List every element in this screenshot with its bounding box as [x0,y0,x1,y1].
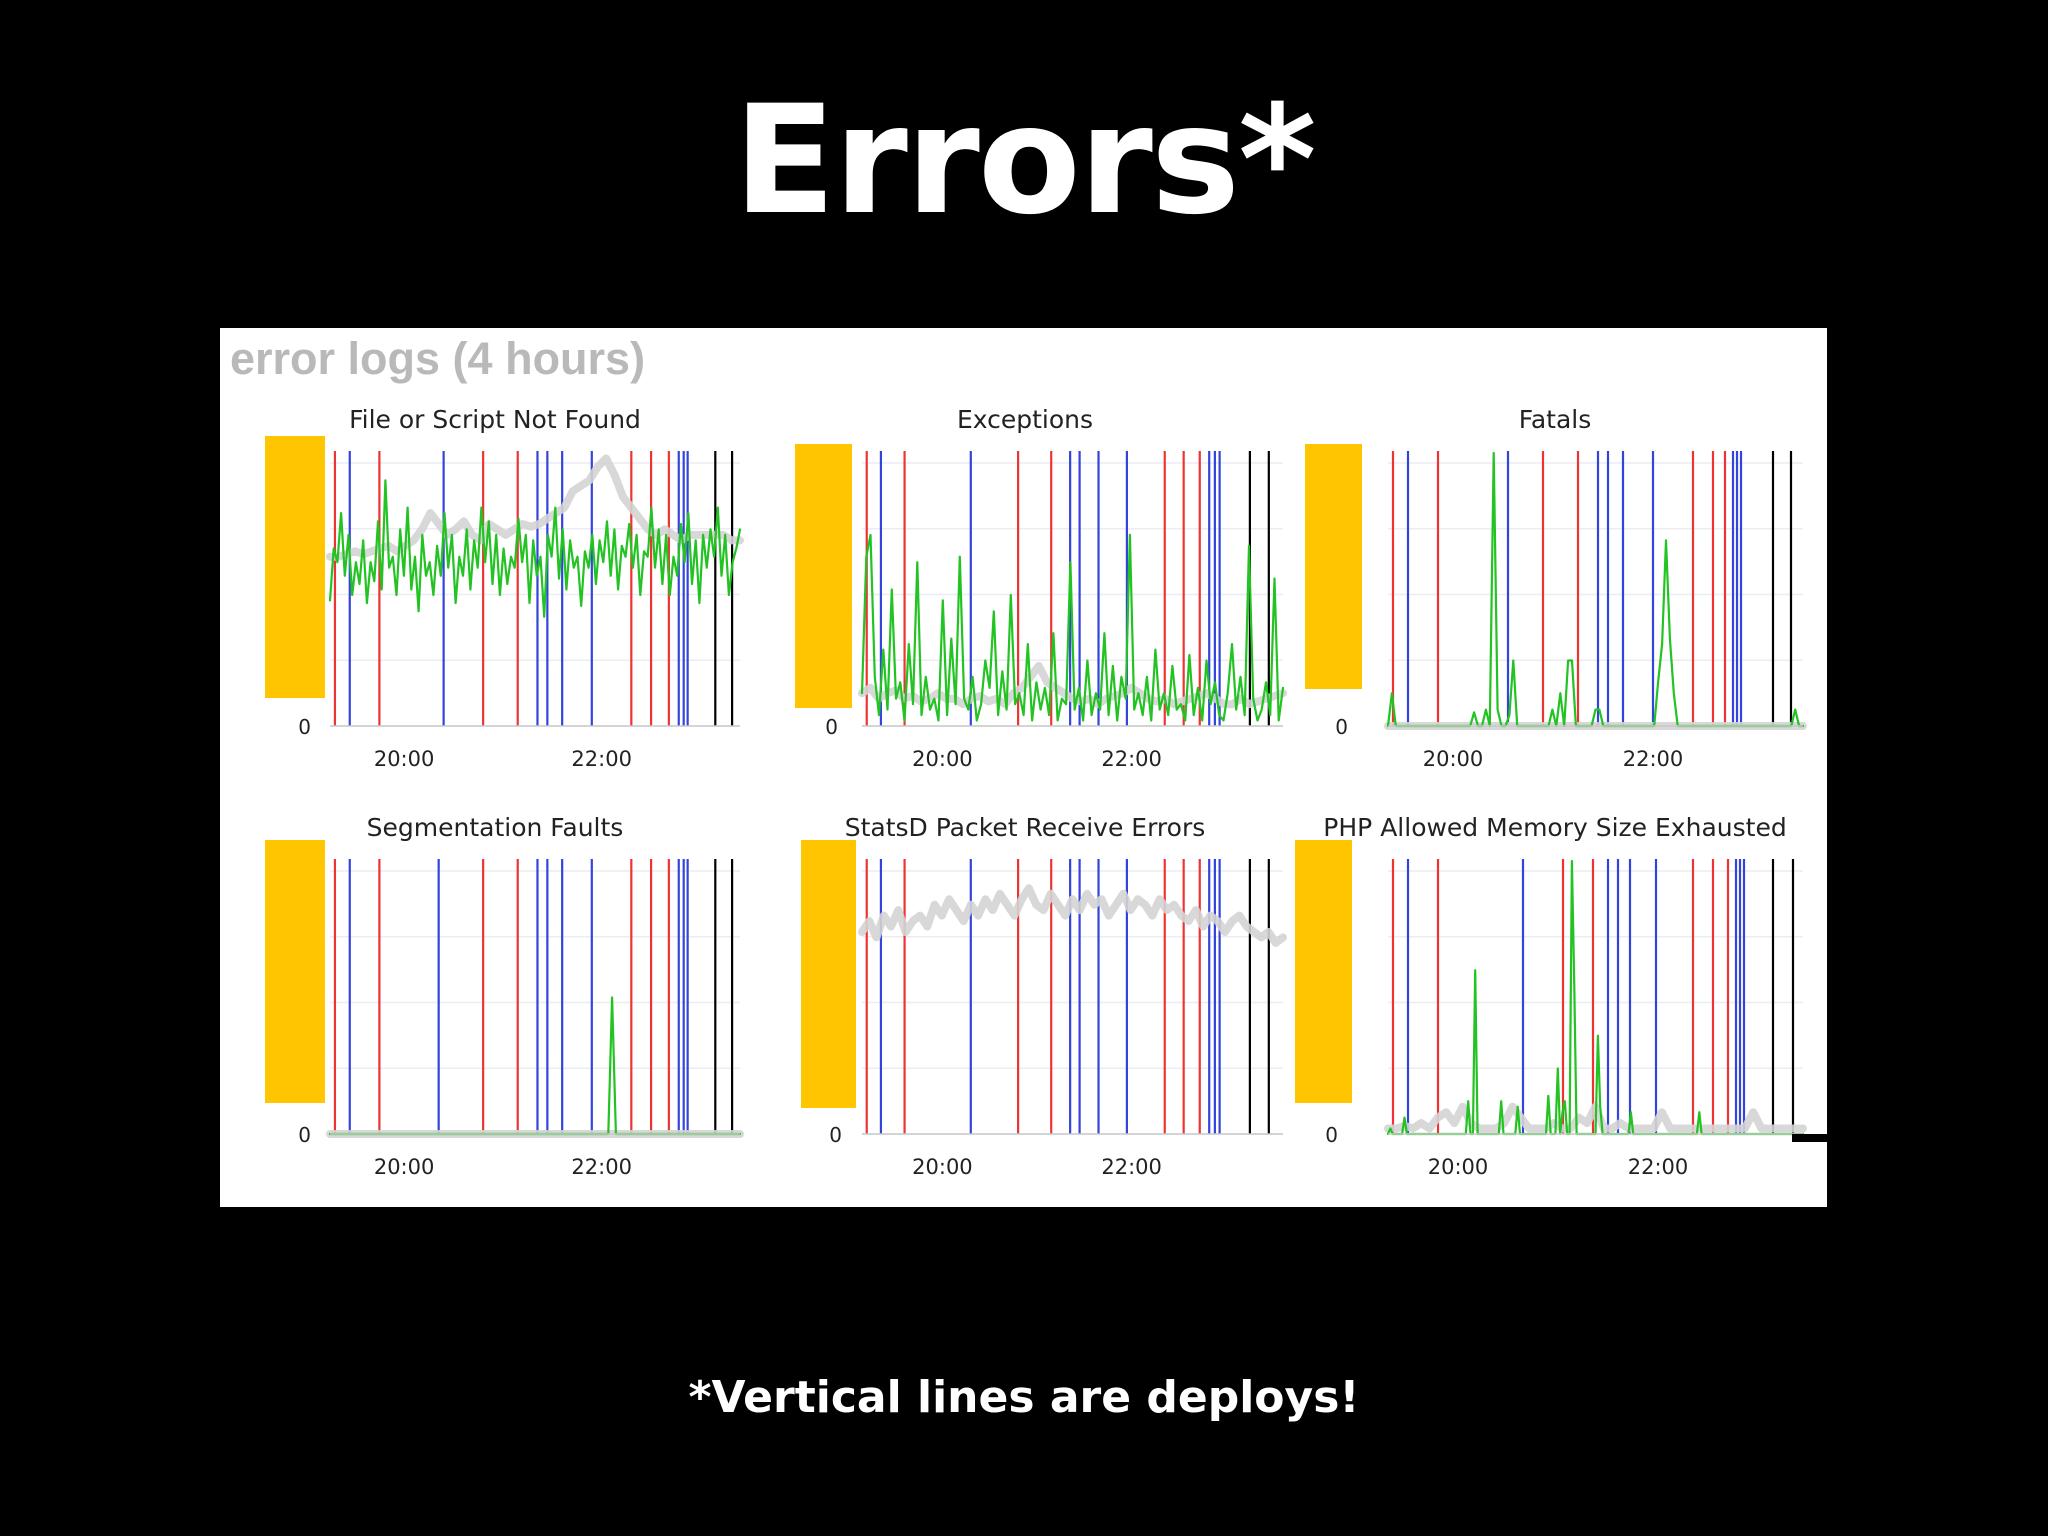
chart-file-or-script-not-found: 0 20:00 22:00 File or Script Not Found [235,328,755,771]
y-axis-mask-box [795,444,852,708]
x-tick-label: 22:00 [571,747,632,771]
slide-footnote: *Vertical lines are deploys! [688,1372,1360,1423]
chart-segmentation-faults: 0 20:00 22:00 Segmentation Faults [235,736,755,1179]
y-tick-label: 0 [825,715,838,739]
y-tick-label: 0 [298,715,311,739]
dashboard-title: error logs (4 hours) [230,333,646,384]
x-tick-label: 20:00 [1423,747,1484,771]
chart-title: PHP Allowed Memory Size Exhausted [1323,813,1787,842]
y-tick-label: 0 [298,1123,311,1147]
current-series-line [860,533,1285,722]
y-axis-mask-box [801,840,856,1108]
chart-statsd-packet-receive-errors: 0 20:00 22:00 StatsD Packet Receive Errors [765,736,1287,1179]
slide-title: Errors* [733,74,1316,248]
x-tick-label: 22:00 [1628,1155,1689,1179]
chart-svg: 0 20:00 22:00 [795,444,1287,771]
x-tick-label: 22:00 [1101,747,1162,771]
x-tick-label: 20:00 [912,747,973,771]
chart-title: File or Script Not Found [349,405,641,434]
chart-svg: 0 20:00 22:00 [1305,444,1807,771]
x-tick-label: 22:00 [1623,747,1684,771]
chart-svg: 0 20:00 22:00 [265,840,744,1179]
chart-php-memory-exhausted: 0 20:00 22:00 PHP Allowed Memory Size Exha… [1295,736,1815,1179]
y-tick-label: 0 [1325,1123,1338,1147]
error-logs-dashboard: error logs (4 hours) 0 20:00 22:00 File or… [220,328,2047,1207]
y-tick-label: 0 [1335,715,1348,739]
chart-fatals: 0 20:00 22:00 Fatals [1295,328,1815,771]
baseline-series-line [858,884,1287,947]
chart-svg: 0 20:00 22:00 [1295,840,1807,1179]
y-tick-label: 0 [829,1123,842,1147]
x-tick-label: 20:00 [912,1155,973,1179]
y-axis-mask-box [265,436,325,698]
chart-title: StatsD Packet Receive Errors [844,813,1206,842]
x-tick-label: 20:00 [1428,1155,1489,1179]
x-tick-label: 20:00 [374,1155,435,1179]
chart-title: Segmentation Faults [366,813,624,842]
chart-title: Fatals [1518,405,1592,434]
x-tick-label: 22:00 [1101,1155,1162,1179]
chart-svg: 0 20:00 22:00 [801,840,1287,1179]
chart-title: Exceptions [956,405,1094,434]
chart-exceptions: 0 20:00 22:00 Exceptions [765,328,1287,771]
y-axis-mask-box [1295,840,1352,1103]
y-axis-mask-box [265,840,325,1103]
current-series-line [328,479,742,618]
x-tick-label: 20:00 [374,747,435,771]
y-axis-mask-box [1305,444,1362,689]
chart-svg: 0 20:00 22:00 [265,436,744,771]
panel-gap-strip [1792,1134,2047,1142]
x-tick-label: 22:00 [571,1155,632,1179]
